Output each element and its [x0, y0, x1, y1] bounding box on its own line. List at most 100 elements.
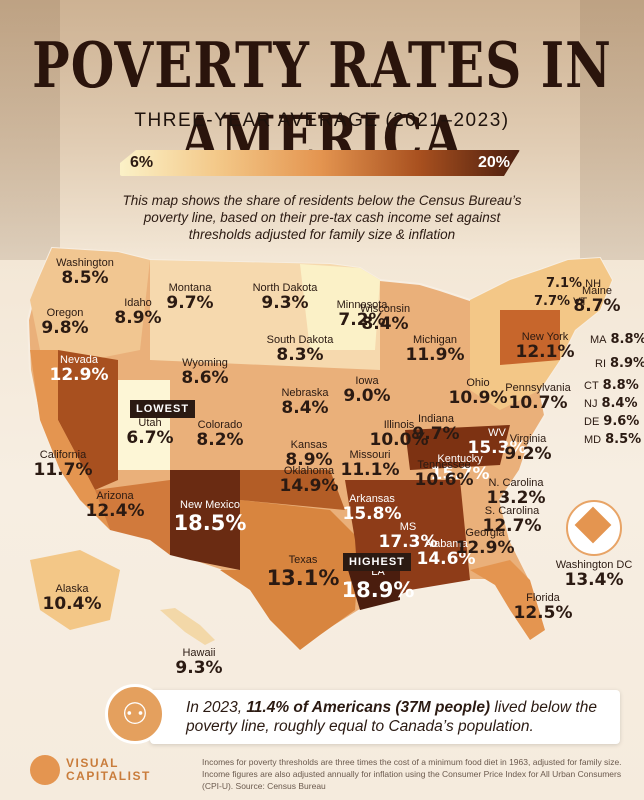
- state-label-kansas: Kansas 8.9%: [285, 439, 333, 470]
- state-name: Washington: [56, 257, 114, 269]
- state-label-florida: Florida 12.5%: [514, 592, 573, 622]
- state-name: Maine: [582, 285, 612, 297]
- state-label-new-mexico: New Mexico 18.5%: [173, 499, 247, 535]
- state-name: Oklahoma: [283, 465, 335, 477]
- state-label-nebraska: Nebraska 8.4%: [281, 387, 329, 418]
- state-label-ms: MS 17.3%: [378, 521, 438, 552]
- state-label-minnesota: Minnesota 7.2%: [336, 299, 388, 329]
- state-value: 8.4%: [281, 397, 329, 418]
- state-label-idaho: Idaho 8.9%: [114, 297, 162, 328]
- state-name: Alaska: [55, 583, 89, 595]
- state-label-texas: Texas 13.1%: [266, 554, 340, 590]
- state-value: 12.7%: [482, 515, 542, 536]
- state-value: 13.1%: [266, 565, 340, 590]
- state-label-wyoming: Wyoming 8.6%: [181, 357, 228, 387]
- state-value: 18.9%: [341, 577, 415, 602]
- state-value: 17.3%: [378, 531, 438, 552]
- state-value: 8.2%: [196, 429, 244, 450]
- label-md: MD 8.5%: [584, 432, 642, 447]
- state-name: Indiana: [417, 413, 455, 425]
- state-label-montana: Montana 9.7%: [166, 282, 213, 312]
- state-label-california: California 11.7%: [34, 449, 93, 479]
- state-label-washington: Washington 8.5%: [56, 257, 114, 288]
- state-label-wisconsin: Wisconsin 8.4%: [360, 303, 410, 333]
- us-map: [26, 246, 614, 652]
- state-label-missouri: Missouri 11.1%: [341, 449, 400, 479]
- label-de: DE 9.6%: [584, 414, 640, 429]
- state-label-georgia: Georgia 12.9%: [455, 527, 515, 558]
- state-value: 15.8%: [342, 503, 402, 524]
- state-label-north-dakota: North Dakota 9.3%: [253, 282, 318, 313]
- state-label-n-carolina: N. Carolina 13.2%: [487, 477, 546, 507]
- state-name: New York: [521, 331, 569, 343]
- region-california: [30, 350, 110, 530]
- state-label-virginia: Virginia 9.2%: [504, 433, 551, 463]
- state-name: Pennsylvania: [505, 382, 571, 394]
- hawaii-shape: [160, 608, 215, 645]
- state-label-new-york: New York 12.1%: [515, 331, 575, 362]
- state-name: Nevada: [60, 354, 98, 366]
- state-name: N. Carolina: [488, 477, 544, 489]
- state-label-alabama: Alabama 14.6%: [417, 538, 476, 568]
- state-label-utah: Utah 6.7%: [126, 417, 174, 448]
- state-label-arkansas: Arkansas 15.8%: [342, 493, 402, 524]
- state-name: Arkansas: [349, 493, 395, 505]
- state-label-kentucky: Kentucky 15.7%: [430, 453, 490, 484]
- state-name: Kentucky: [437, 453, 483, 465]
- state-name: Minnesota: [336, 299, 388, 311]
- state-label-hawaii: Hawaii 9.3%: [175, 647, 222, 677]
- state-value: 8.5%: [61, 267, 109, 288]
- state-name: Arizona: [96, 490, 134, 502]
- state-value: 8.9%: [285, 449, 333, 470]
- state-value: 18.5%: [173, 510, 247, 535]
- region-new-york: [500, 310, 560, 365]
- legend-max-label: 20%: [478, 154, 511, 171]
- footer-banner: [150, 690, 620, 744]
- state-name: Kansas: [290, 439, 328, 451]
- state-name: South Dakota: [266, 334, 334, 346]
- state-value: 12.1%: [515, 341, 575, 362]
- state-name: Montana: [168, 282, 212, 294]
- state-name: Utah: [138, 417, 162, 429]
- color-legend-bar: [120, 150, 520, 176]
- brand-line2: CAPITALIST: [66, 769, 151, 783]
- state-label-south-dakota: South Dakota 8.3%: [266, 334, 334, 365]
- footer-text: In 2023, 11.4% of Americans (37M people)…: [186, 699, 597, 735]
- state-value: 9.0%: [343, 385, 391, 406]
- state-value: 9.8%: [41, 317, 89, 338]
- state-name: Missouri: [349, 449, 391, 461]
- page-subtitle: THREE-YEAR AVERAGE (2021–2023): [134, 110, 510, 131]
- label-ma: MA 8.8%: [590, 332, 644, 347]
- state-value: 11.9%: [405, 344, 465, 365]
- state-label-la: LA 18.9%: [341, 566, 415, 602]
- state-name: Illinois: [383, 419, 415, 431]
- state-value: 9.3%: [261, 292, 309, 313]
- state-value: 6.7%: [126, 427, 174, 448]
- region-florida: [470, 560, 545, 640]
- state-value: 15.3%: [467, 437, 527, 458]
- state-value: 15.7%: [430, 463, 490, 484]
- state-label-alaska: Alaska 10.4%: [43, 583, 102, 613]
- state-value: 14.9%: [279, 475, 339, 496]
- state-label-oregon: Oregon 9.8%: [41, 307, 89, 338]
- state-value: 8.9%: [114, 307, 162, 328]
- brand: VISUAL CAPITALIST: [30, 755, 151, 785]
- label-ri: RI 8.9%: [595, 356, 644, 371]
- state-name: Wyoming: [182, 357, 228, 369]
- state-value: 8.3%: [276, 344, 324, 365]
- legend-min-label: 6%: [130, 154, 154, 171]
- region-northwest: [30, 248, 150, 360]
- state-label-nevada: Nevada 12.9%: [49, 354, 109, 385]
- visual-capitalist-logo-icon: [30, 755, 60, 785]
- state-name: New Mexico: [180, 499, 240, 511]
- state-name: Tennessee: [417, 459, 471, 471]
- state-value: 10.9%: [448, 387, 508, 408]
- state-value: 12.9%: [455, 537, 515, 558]
- state-name: Hawaii: [182, 647, 216, 659]
- state-label-maine: Maine 8.7%: [573, 285, 620, 315]
- state-label-illinois: Illinois 10.0%: [370, 419, 429, 449]
- state-value: 10.7%: [508, 392, 568, 413]
- state-value: 12.9%: [49, 364, 109, 385]
- region-texas: [220, 500, 360, 650]
- state-value: 9.7%: [412, 423, 460, 444]
